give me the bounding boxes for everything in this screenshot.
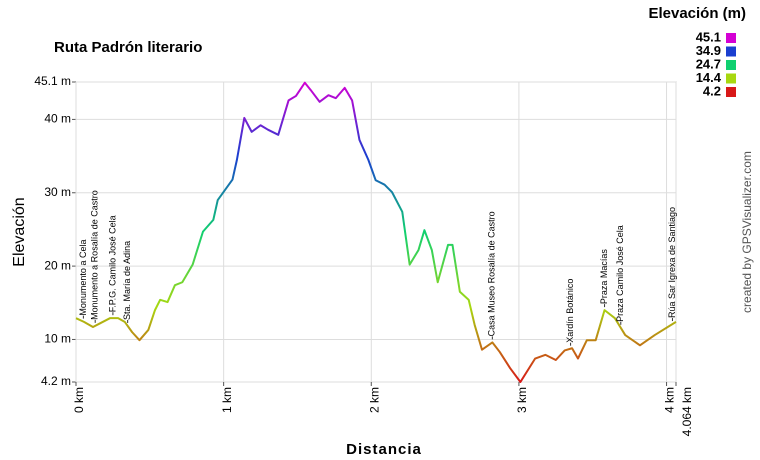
legend-label: 14.4 bbox=[696, 70, 722, 85]
chart-title: Ruta Padrón literario bbox=[54, 39, 202, 56]
x-tick-label: 0 km bbox=[72, 387, 86, 413]
waypoint-label: Monumento a Rosalía de Castro bbox=[90, 190, 100, 320]
x-tick-label: 1 km bbox=[220, 387, 234, 413]
legend-label: 45.1 bbox=[696, 29, 721, 44]
waypoint-label: Xardín Botánico bbox=[565, 279, 575, 343]
legend-swatch bbox=[726, 87, 736, 97]
legend-swatch bbox=[726, 46, 736, 57]
waypoint-label: Casa Museo Rosalía de Castro bbox=[487, 211, 497, 336]
y-tick-label: 4.2 m bbox=[41, 374, 71, 388]
legend-swatch bbox=[726, 33, 736, 43]
waypoint-label: F.P.G. Camilo José Cela bbox=[107, 215, 117, 312]
y-tick-label: 40 m bbox=[44, 112, 71, 126]
waypoint-label: Monumento a Cela bbox=[78, 240, 88, 316]
x-tick-label: 2 km bbox=[367, 387, 381, 413]
x-tick-label: 4.064 km bbox=[680, 387, 694, 436]
x-tick-label: 4 km bbox=[663, 387, 677, 413]
y-tick-label: 30 m bbox=[44, 185, 71, 199]
plot-area bbox=[75, 81, 677, 383]
credit: created by GPSVisualizer.com bbox=[740, 151, 754, 313]
waypoint-label: Sta. María de Adina bbox=[122, 241, 132, 320]
elevation-line bbox=[75, 81, 677, 383]
y-tick-label: 10 m bbox=[44, 332, 71, 346]
legend-label: 34.9 bbox=[696, 43, 721, 58]
legend-label: 4.2 bbox=[703, 83, 721, 98]
legend-swatch bbox=[726, 60, 736, 70]
waypoint-label: Praza Macías bbox=[599, 249, 609, 305]
x-axis-title: Distancia bbox=[346, 441, 422, 458]
y-tick-label: 45.1 m bbox=[34, 74, 71, 88]
legend-title: Elevación (m) bbox=[648, 5, 746, 22]
legend-swatch bbox=[726, 73, 736, 84]
waypoint-label: Rúa Sar Igrexa de Santiago bbox=[667, 207, 677, 318]
x-tick-label: 3 km bbox=[515, 387, 529, 413]
y-axis-title: Elevación bbox=[11, 197, 28, 266]
y-tick-label: 20 m bbox=[44, 258, 71, 272]
waypoint-label: Praza Camilo José Cela bbox=[615, 225, 625, 322]
legend-label: 24.7 bbox=[696, 56, 721, 71]
